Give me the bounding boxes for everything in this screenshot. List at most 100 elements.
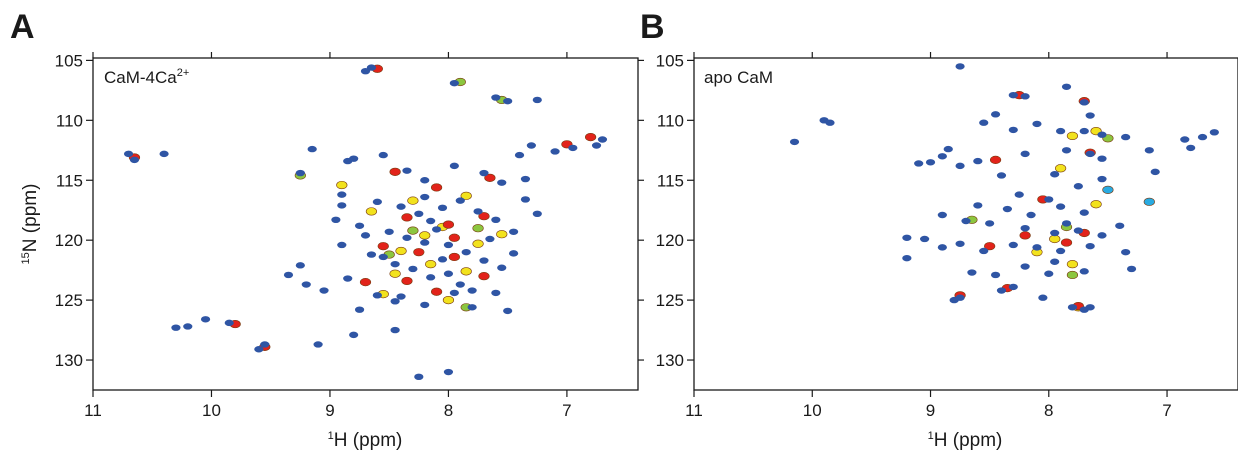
peak-a-yellow-12: [419, 231, 431, 240]
peak-a-blue-10: [591, 142, 602, 149]
peak-a-red-5: [401, 213, 413, 222]
peak-b-blue-19: [1144, 147, 1154, 154]
peak-a-blue-66: [503, 307, 513, 315]
peak-a-blue-56: [283, 271, 294, 279]
x-axis-title-a-main: H (ppm): [334, 430, 403, 450]
y-tick-label-a-105: 105: [55, 51, 83, 70]
peak-b-blue-14: [1079, 127, 1089, 135]
x-tick-label-a-8: 8: [444, 401, 453, 420]
peak-a-yellow-10: [365, 207, 378, 216]
peak-a-blue-23: [497, 179, 507, 186]
peak-a-red-6: [442, 220, 455, 229]
y-tick-label-a-120: 120: [55, 231, 83, 250]
x-axis-title-b: 1H (ppm): [928, 430, 1003, 450]
peak-a-blue-13: [526, 142, 536, 149]
peak-a-blue-1: [129, 156, 140, 164]
peak-b-blue-68: [996, 287, 1007, 294]
peak-a-blue-81: [520, 196, 531, 203]
peak-a-blue-21: [449, 162, 459, 170]
peak-a-blue-48: [337, 241, 347, 249]
plot-frame-b: [693, 57, 1238, 391]
peak-a-blue-67: [354, 306, 365, 313]
peak-a-blue-27: [372, 198, 382, 206]
peak-a-blue-58: [319, 287, 329, 294]
peak-b-blue-60: [1121, 248, 1131, 256]
peak-a-yellow-3: [395, 246, 407, 256]
peak-b-blue-42: [1079, 209, 1089, 216]
peak-b-blue-34: [1050, 171, 1060, 178]
peak-a-blue-43: [443, 241, 454, 249]
peak-a-yellow-5: [425, 260, 437, 269]
peak-b-red-7: [984, 242, 996, 251]
y-tick-label-b-125: 125: [656, 291, 684, 310]
peak-b-blue-29: [1061, 147, 1072, 154]
peak-b-blue-35: [1073, 183, 1083, 190]
peak-a-blue-64: [467, 304, 477, 311]
peak-b-yellow-7: [1049, 234, 1061, 244]
peak-a-red-13: [359, 278, 372, 287]
peak-a-green-3: [472, 224, 484, 233]
peak-a-yellow-11: [336, 180, 348, 190]
peak-b-blue-33: [996, 172, 1007, 179]
peak-a-blue-35: [508, 228, 519, 235]
peak-a-blue-14: [514, 151, 525, 159]
peak-b-blue-10: [979, 119, 989, 126]
peak-a-blue-84: [437, 256, 448, 263]
x-axis-title-a-superscript: 1: [328, 430, 334, 442]
peak-a-blue-68: [390, 298, 400, 305]
peak-a-blue-85: [485, 235, 495, 243]
peak-a-blue-51: [408, 265, 418, 273]
peak-b-blue-24: [1180, 136, 1190, 143]
peak-b-blue-57: [1032, 244, 1042, 251]
peak-a-blue-15: [307, 145, 317, 153]
x-axis-title-b-main: H (ppm): [934, 430, 1003, 450]
peak-b-blue-31: [925, 159, 936, 166]
peak-a-blue-18: [378, 151, 388, 159]
inset-label-b: apo CaM: [704, 68, 773, 87]
peak-b-blue-6: [1061, 83, 1072, 90]
peak-a-blue-80: [295, 262, 305, 269]
peak-b-blue-51: [902, 234, 912, 241]
peak-b-red-3: [989, 155, 1002, 164]
y-tick-label-a-115: 115: [56, 171, 83, 190]
peak-a-blue-36: [532, 210, 542, 218]
x-axis-title-a: 1H (ppm): [328, 430, 403, 450]
peak-b-cyan-1: [1102, 185, 1114, 194]
x-tick-label-b-10: 10: [803, 401, 822, 420]
peak-b-blue-74: [1085, 304, 1095, 311]
y-tick-label-a-110: 110: [56, 111, 83, 130]
peak-b-blue-16: [1121, 133, 1131, 141]
peak-b-blue-23: [1209, 129, 1219, 136]
peak-b-blue-69: [1038, 294, 1048, 301]
peak-a-blue-78: [443, 368, 454, 376]
y-tick-label-b-115: 115: [657, 171, 684, 190]
peak-b-blue-26: [937, 153, 947, 160]
peak-b-blue-15: [1097, 131, 1107, 138]
peak-a-blue-37: [331, 216, 341, 224]
peak-a-red-12: [478, 272, 490, 281]
peak-a-blue-72: [224, 319, 234, 327]
peak-a-red-4: [484, 173, 496, 182]
peak-b-blue-11: [1008, 126, 1018, 134]
x-tick-label-b-9: 9: [926, 401, 935, 420]
peak-a-blue-0: [123, 150, 134, 158]
peak-b-blue-43: [937, 211, 947, 219]
peak-a-blue-59: [343, 275, 353, 282]
peak-a-green-5: [407, 226, 419, 235]
peak-b-blue-52: [920, 235, 930, 243]
peak-a-blue-45: [479, 257, 489, 264]
panel-label-b: B: [640, 8, 665, 46]
peak-a-blue-73: [254, 346, 264, 353]
peak-a-blue-2: [159, 150, 169, 158]
peak-a-blue-82: [378, 253, 388, 261]
peak-a-yellow-8: [442, 296, 455, 305]
peak-a-yellow-13: [389, 269, 401, 278]
peak-a-blue-40: [402, 234, 412, 241]
peak-a-red-0: [585, 133, 597, 142]
peak-a-blue-55: [467, 287, 477, 294]
peak-b-blue-66: [1079, 268, 1089, 275]
inset-label-a: CaM-4Ca2+: [104, 67, 189, 87]
peak-b-blue-18: [1097, 155, 1107, 162]
y-axis-title-a: 15N (ppm): [20, 184, 41, 265]
peak-a-blue-24: [520, 175, 531, 183]
